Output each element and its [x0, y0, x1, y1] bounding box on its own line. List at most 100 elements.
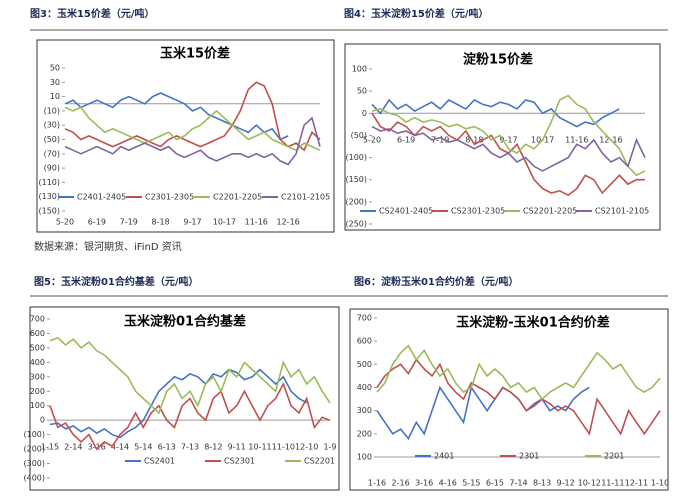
series-line [376, 344, 661, 401]
y-tick-label: (90) [44, 164, 60, 173]
legend-label: CS2401 [144, 457, 175, 466]
x-tick-label: 10-11 [248, 443, 271, 452]
x-tick-label: 3-16 [415, 479, 433, 488]
y-tick-label: 0 [40, 416, 45, 425]
x-tick-label: 8-18 [152, 218, 170, 227]
legend-label: 2201 [604, 452, 624, 461]
legend-label: C2201-2205 [213, 193, 262, 202]
y-tick-label: 300 [357, 406, 372, 415]
y-tick-label: 50 [357, 87, 367, 96]
x-tick-label: 10-17 [213, 218, 236, 227]
y-tick-label: (50) [44, 135, 60, 144]
legend-label: CS2301-2305 [451, 207, 505, 216]
x-tick-label: 7-13 [181, 443, 199, 452]
x-tick-label: 1-10 [651, 479, 669, 488]
x-tick-label: 11-10 [272, 443, 295, 452]
x-tick-label: 5-20 [56, 218, 74, 227]
legend-label: CS2401-2405 [379, 207, 433, 216]
chart-title: 玉米淀粉-玉米01合约价差 [456, 315, 610, 331]
y-tick-label: (50) [351, 131, 367, 140]
x-tick-label: 9-12 [557, 479, 575, 488]
x-tick-label: 5-15 [462, 479, 480, 488]
y-tick-label: (130) [38, 192, 60, 201]
series-line [371, 125, 646, 172]
x-tick-label: 4-14 [111, 443, 129, 452]
chart-title: 玉米15价差 [160, 46, 230, 62]
caption: 图6：淀粉玉米01合约价差（元/吨） [354, 275, 519, 288]
chart-frame [29, 306, 340, 491]
y-tick-label: 200 [357, 429, 372, 438]
y-tick-label: 400 [30, 358, 45, 367]
x-tick-label: 9-17 [183, 218, 201, 227]
legend-label: CS2301 [224, 457, 255, 466]
y-tick-label: 0 [362, 109, 367, 118]
source: 数据来源：银河期货、iFinD 资讯 [34, 240, 182, 253]
x-tick-label: 12-11 [625, 479, 648, 488]
chart-title: 淀粉15价差 [463, 52, 533, 68]
series-line [371, 94, 646, 177]
x-tick-label: 6-19 [88, 218, 106, 227]
caption: 图3：玉米15价差（元/吨） [30, 7, 155, 20]
x-tick-label: 11-16 [245, 218, 268, 227]
legend-label: CS2201 [304, 457, 335, 466]
legend-label: C2301-2305 [145, 193, 194, 202]
caption: 图4：玉米淀粉15价差（元/吨） [344, 7, 489, 20]
x-tick-label: 12-10 [295, 443, 318, 452]
legend-label: CS2101-2105 [595, 207, 649, 216]
x-tick-label: 7-19 [120, 218, 138, 227]
y-tick-label: 30 [50, 78, 60, 87]
x-tick-label: 8-13 [533, 479, 551, 488]
x-tick-label: 8-12 [204, 443, 222, 452]
x-tick-label: 9-17 [499, 136, 517, 145]
x-tick-label: 11-16 [565, 136, 588, 145]
x-tick-label: 9-11 [228, 443, 246, 452]
series-line [49, 382, 331, 451]
series-line [376, 358, 661, 436]
x-tick-label: 8-18 [465, 136, 483, 145]
x-tick-label: 6-19 [397, 136, 415, 145]
x-tick-label: 7-14 [509, 479, 527, 488]
y-tick-label: (150) [38, 207, 60, 216]
x-tick-label: 12-16 [277, 218, 300, 227]
y-tick-label: (150) [345, 175, 367, 184]
y-tick-label: 500 [357, 360, 372, 369]
x-tick-label: 7-19 [431, 136, 449, 145]
y-tick-label: (300) [23, 459, 45, 468]
x-tick-label: 4-16 [439, 479, 457, 488]
y-tick-label: 600 [357, 337, 372, 346]
y-tick-label: (30) [44, 121, 60, 130]
y-tick-label: (250) [345, 220, 367, 229]
x-tick-label: 1-16 [368, 479, 386, 488]
y-tick-label: 700 [30, 315, 45, 324]
series-line [64, 106, 321, 152]
x-tick-label: 5-14 [134, 443, 152, 452]
y-tick-label: 50 [50, 64, 60, 73]
series-line [371, 98, 620, 128]
y-tick-label: (200) [345, 197, 367, 206]
legend-label: 2301 [519, 452, 539, 461]
y-tick-label: 400 [357, 383, 372, 392]
legend-label: C2401-2405 [77, 193, 126, 202]
y-tick-label: 10 [50, 92, 60, 101]
x-tick-label: 6-13 [158, 443, 176, 452]
x-tick-label: 11-11 [601, 479, 624, 488]
legend-label: C2101-2105 [281, 193, 330, 202]
x-tick-label: 1-15 [41, 443, 59, 452]
x-tick-label: 5-20 [363, 136, 381, 145]
y-tick-label: 600 [30, 329, 45, 338]
chart-title: 玉米淀粉01合约基差 [124, 314, 246, 330]
x-tick-label: 10-12 [578, 479, 601, 488]
series-line [49, 368, 308, 439]
series-line [64, 81, 321, 152]
x-tick-label: 2-16 [392, 479, 410, 488]
y-tick-label: 700 [357, 314, 372, 323]
caption: 图5：玉米淀粉01合约基差（元/吨） [34, 275, 199, 288]
y-tick-label: (110) [38, 178, 60, 187]
y-tick-label: 100 [30, 401, 45, 410]
y-tick-label: (100) [345, 153, 367, 162]
x-tick-label: 6-15 [486, 479, 504, 488]
y-tick-label: (400) [23, 474, 45, 483]
series-line [64, 116, 321, 166]
